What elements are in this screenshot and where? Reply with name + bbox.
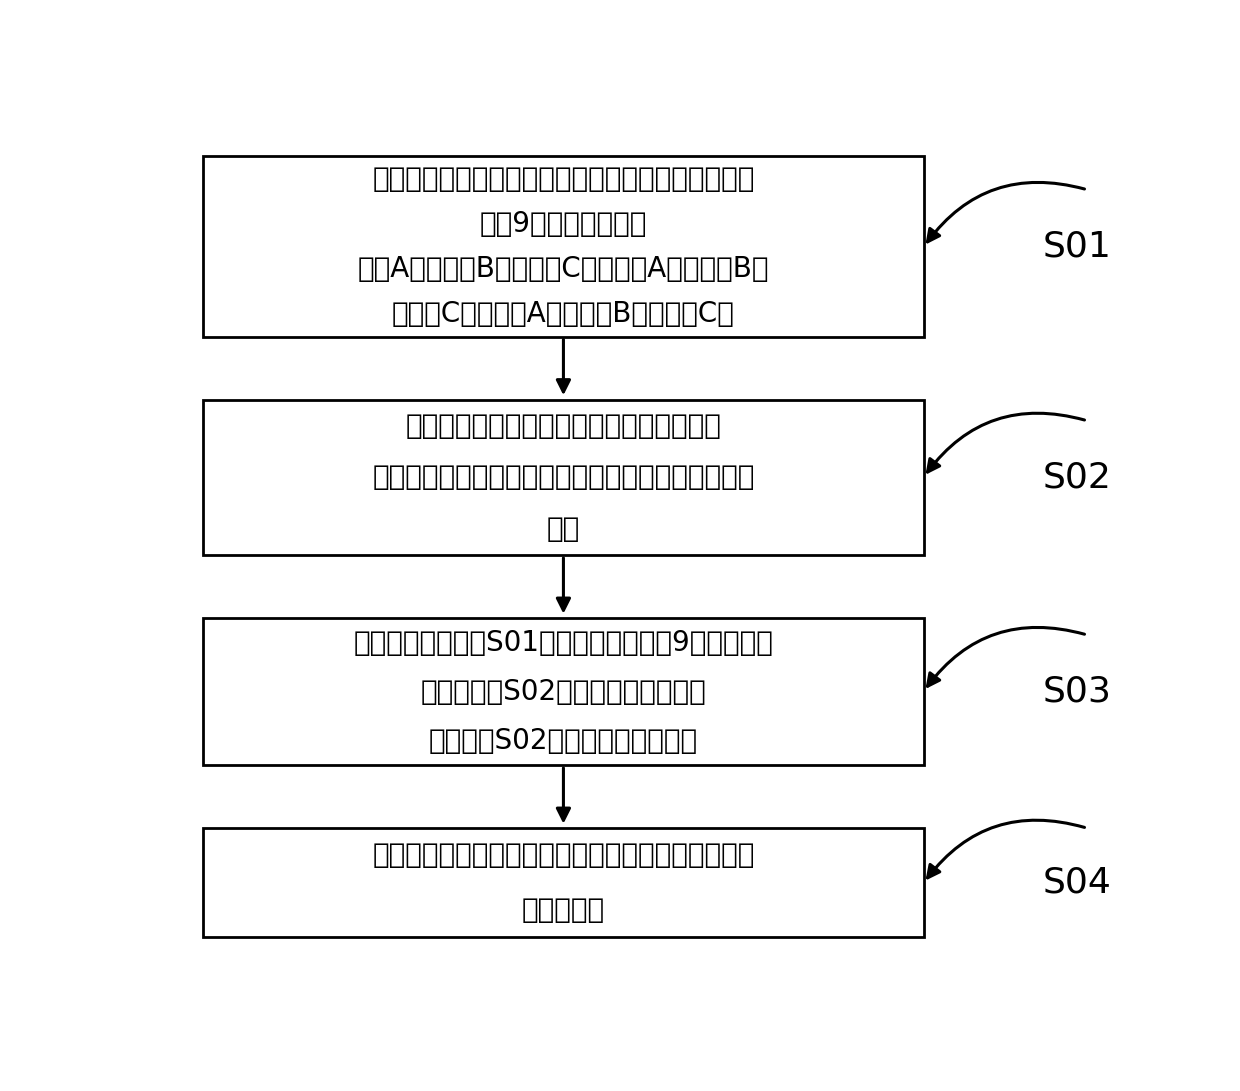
Text: 分为9个位置子样本：: 分为9个位置子样本： [480,209,647,238]
Text: 加上是否变形的标签后输入到支持向量机中训练诊断: 加上是否变形的标签后输入到支持向量机中训练诊断 [372,464,755,491]
Text: 、中压C相、低压A相、低压B相、低压C相: 、中压C相、低压A相、低压B相、低压C相 [392,300,735,328]
Text: 模型: 模型 [547,515,580,543]
FancyBboxPatch shape [203,619,924,765]
Text: S01: S01 [1043,230,1112,264]
Text: 本后，采用S02同样的特征提取方法: 本后，采用S02同样的特征提取方法 [420,678,707,706]
Text: 高压A相、高压B相、高压C相、中压A相、中压B相: 高压A相、高压B相、高压C相、中压A相、中压B相 [357,255,769,283]
Text: ，输入到S02训练好的诊断模型中: ，输入到S02训练好的诊断模型中 [429,727,698,755]
Text: 的诊断结果: 的诊断结果 [522,896,605,924]
Text: 收集变形变压器案例，按照三项三绕组将各变压器拆: 收集变形变压器案例，按照三项三绕组将各变压器拆 [372,165,755,193]
Text: 输出支持向量机对待测变压器各位置子样本是否变形: 输出支持向量机对待测变压器各位置子样本是否变形 [372,841,755,870]
FancyBboxPatch shape [203,156,924,337]
Text: S02: S02 [1043,460,1112,494]
Text: S04: S04 [1043,866,1112,900]
Text: S03: S03 [1043,674,1112,708]
Text: 利用信息燵对各位置子样本进行特征提取，: 利用信息燵对各位置子样本进行特征提取， [405,411,722,440]
FancyBboxPatch shape [203,399,924,555]
FancyBboxPatch shape [203,828,924,937]
Text: 将待测变压器采用S01同样的方法拆解扑9个位置子样: 将待测变压器采用S01同样的方法拆解扑9个位置子样 [353,628,774,657]
